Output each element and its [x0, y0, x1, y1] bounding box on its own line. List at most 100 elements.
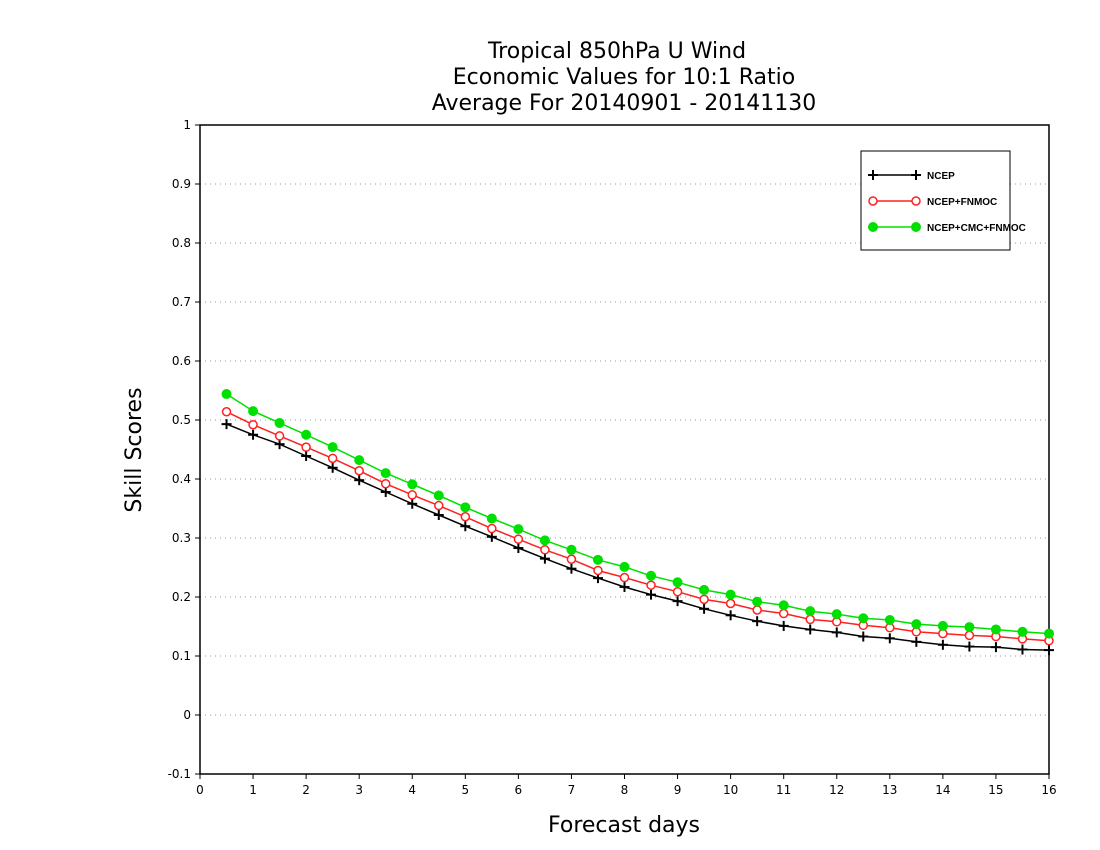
- x-tick-label: 12: [829, 783, 844, 797]
- data-point: [380, 478, 391, 489]
- data-point: [274, 417, 285, 428]
- x-tick-label: 9: [674, 783, 682, 797]
- data-point: [646, 589, 657, 600]
- data-point: [301, 450, 312, 461]
- data-point: [672, 596, 683, 607]
- data-point: [699, 594, 709, 605]
- x-tick-label: 4: [408, 783, 416, 797]
- data-point: [592, 554, 603, 565]
- data-point: [778, 620, 789, 631]
- data-point: [672, 577, 683, 588]
- x-tick-label: 13: [882, 783, 897, 797]
- legend-marker: [911, 196, 921, 206]
- data-point: [354, 465, 364, 476]
- x-tick-label: 16: [1041, 783, 1056, 797]
- data-point: [990, 624, 1001, 635]
- data-point: [380, 468, 391, 479]
- legend-marker: [868, 170, 878, 180]
- data-point: [221, 406, 232, 417]
- x-axis-label: Forecast days: [548, 813, 700, 838]
- data-point: [407, 498, 418, 509]
- data-point: [380, 486, 391, 497]
- x-tick-label: 6: [515, 783, 523, 797]
- data-point: [619, 572, 630, 583]
- data-point: [1017, 644, 1028, 655]
- data-point: [937, 639, 948, 650]
- data-point: [301, 442, 311, 452]
- y-tick-label: 0.7: [172, 295, 191, 309]
- y-tick-label: 0.1: [172, 649, 191, 663]
- data-point: [646, 570, 657, 581]
- chart-title: Tropical 850hPa U Wind Economic Values f…: [432, 39, 817, 116]
- data-point: [407, 490, 417, 500]
- data-point: [539, 535, 550, 546]
- data-point: [593, 565, 603, 576]
- data-point: [513, 534, 524, 544]
- data-point: [937, 620, 948, 631]
- legend-entry: NCEP+CMC+FNMOC: [868, 222, 1026, 234]
- y-tick-label: 0.4: [172, 472, 191, 486]
- series-line: [226, 423, 1050, 651]
- series-NCEP: [221, 419, 1054, 656]
- data-point: [539, 553, 550, 564]
- data-point: [619, 581, 630, 592]
- x-tick-label: 5: [461, 783, 469, 797]
- legend-entry: NCEP: [868, 170, 955, 182]
- data-point: [540, 545, 550, 555]
- data-point: [646, 580, 656, 590]
- data-point: [248, 429, 259, 440]
- data-point: [327, 462, 338, 473]
- legend-marker: [868, 222, 878, 232]
- y-tick-label: 0.6: [172, 354, 191, 368]
- data-point: [805, 614, 815, 625]
- data-point: [805, 606, 816, 617]
- chart-title-line-3: Average For 20140901 - 20141130: [432, 91, 817, 116]
- data-point: [327, 453, 338, 464]
- legend-label: NCEP+FNMOC: [927, 197, 997, 208]
- y-tick-label: 0.3: [172, 531, 191, 545]
- data-point: [487, 523, 497, 534]
- data-point: [221, 389, 232, 400]
- x-tick-label: 8: [621, 783, 629, 797]
- y-tick-label: -0.1: [168, 767, 191, 781]
- data-point: [699, 584, 710, 595]
- chart-title-line-1: Tropical 850hPa U Wind: [487, 39, 746, 64]
- legend: NCEP NCEP+FNMOC NCEP+CMC+FNMOC: [860, 150, 1026, 251]
- x-tick-label: 2: [302, 783, 310, 797]
- data-point: [725, 589, 736, 600]
- legend-label: NCEP+CMC+FNMOC: [927, 223, 1026, 234]
- legend-entry: NCEP+FNMOC: [868, 196, 997, 208]
- data-point: [752, 605, 762, 615]
- data-point: [619, 561, 630, 572]
- data-point: [778, 600, 789, 611]
- data-point: [460, 512, 471, 522]
- data-point: [725, 598, 736, 609]
- data-point: [274, 439, 285, 450]
- data-point: [911, 619, 922, 630]
- data-point: [301, 429, 312, 440]
- data-point: [752, 596, 763, 607]
- x-tick-label: 14: [935, 783, 950, 797]
- data-point: [964, 622, 975, 633]
- x-tick-label: 1: [249, 783, 257, 797]
- data-point: [354, 475, 365, 486]
- data-point: [884, 633, 895, 644]
- series-line: [226, 393, 1050, 635]
- legend-marker: [911, 170, 921, 180]
- data-point: [513, 543, 524, 554]
- data-point: [460, 502, 471, 513]
- series-line: [226, 411, 1050, 642]
- y-axis-label: Skill Scores: [122, 387, 147, 512]
- data-point: [725, 610, 736, 621]
- y-tick-label: 0: [183, 708, 191, 722]
- y-tick-label: 1: [183, 118, 191, 132]
- chart-title-line-2: Economic Values for 10:1 Ratio: [453, 65, 795, 90]
- data-point: [433, 490, 444, 501]
- y-tick-label: 0.8: [172, 236, 191, 250]
- data-point: [566, 544, 577, 555]
- legend-label: NCEP: [927, 171, 955, 182]
- y-tick-label: 0.9: [172, 177, 191, 191]
- data-point: [752, 616, 763, 627]
- data-point: [434, 500, 444, 511]
